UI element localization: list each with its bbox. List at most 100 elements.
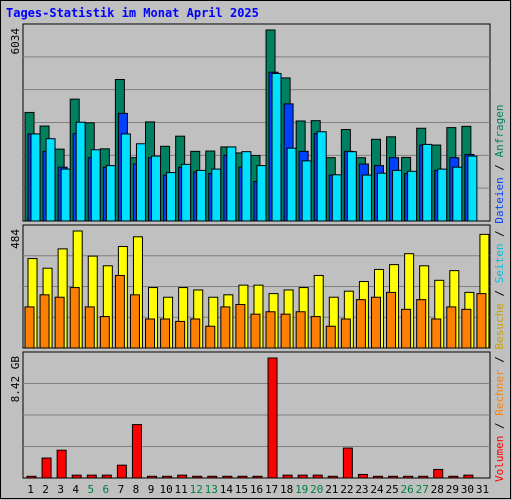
bar-seiten-day-3 — [60, 168, 71, 222]
bar-seiten-day-16 — [256, 165, 267, 222]
bar-seiten-day-6 — [105, 165, 116, 222]
bar-volumen-day-5 — [86, 474, 97, 479]
bar-rechner-day-26 — [401, 308, 412, 349]
bar-volumen-day-18 — [282, 474, 293, 479]
x-tick-label: 9 — [148, 483, 155, 496]
x-tick-label: 17 — [265, 483, 278, 496]
bar-volumen-day-15 — [237, 475, 248, 479]
bar-rechner-day-30 — [461, 308, 472, 349]
bar-volumen-day-25 — [388, 475, 399, 479]
legend-entry-besuche: Besuche — [493, 303, 506, 349]
bar-volumen-day-16 — [252, 475, 263, 479]
bar-seiten-day-28 — [437, 168, 448, 222]
panel-top: 6034 — [9, 23, 491, 222]
bar-seiten-day-10 — [166, 172, 177, 222]
bar-rechner-day-4 — [69, 287, 80, 349]
bar-volumen-day-3 — [56, 449, 67, 479]
bar-seiten-day-24 — [376, 172, 387, 222]
x-tick-label: 20 — [310, 483, 323, 496]
x-tick-label: 31 — [476, 483, 489, 496]
bar-seiten-day-9 — [151, 155, 162, 222]
x-tick-label: 30 — [461, 483, 474, 496]
x-axis-labels: 1 2 3 4 5 6 7 8 9 10 11 12 13 14 15 16 17 18 19 20 21 22 23 24 2… — [27, 483, 489, 496]
x-tick-label: 12 — [190, 483, 203, 496]
legend-separator: / — [493, 350, 506, 370]
bar-rechner-day-21 — [325, 325, 336, 349]
bar-seiten-day-23 — [361, 174, 372, 222]
legend-separator: / — [493, 416, 506, 436]
bar-rechner-day-18 — [280, 313, 291, 349]
panel-bottom: 8.42 GB — [9, 351, 491, 479]
bar-seiten-day-25 — [392, 169, 403, 222]
bar-volumen-day-30 — [463, 474, 474, 479]
bar-rechner-day-19 — [295, 311, 306, 349]
x-tick-label: 23 — [355, 483, 368, 496]
bar-seiten-day-7 — [120, 133, 131, 222]
bar-rechner-day-31 — [476, 293, 487, 349]
bar-volumen-day-2 — [41, 457, 52, 479]
bar-volumen-day-22 — [342, 447, 353, 479]
x-tick-label: 5 — [87, 483, 94, 496]
legend-entry-dateien: Dateien — [493, 177, 506, 223]
x-tick-label: 28 — [431, 483, 444, 496]
bar-seiten-day-29 — [452, 166, 463, 222]
bar-seiten-day-1 — [30, 133, 41, 222]
x-tick-label: 21 — [325, 483, 338, 496]
bar-volumen-day-21 — [327, 475, 338, 479]
bar-volumen-day-29 — [448, 475, 459, 479]
bar-volumen-day-4 — [71, 474, 82, 479]
bar-rechner-day-13 — [205, 325, 216, 349]
bar-volumen-day-28 — [433, 468, 444, 479]
bar-rechner-day-11 — [175, 320, 186, 349]
bar-volumen-day-6 — [101, 474, 112, 479]
x-tick-label: 3 — [57, 483, 64, 496]
x-tick-label: 25 — [385, 483, 398, 496]
panel-middle: 484 — [9, 224, 491, 349]
bar-rechner-day-25 — [386, 291, 397, 349]
right-legend: Volumen / Rechner / Besuche / Seiten / D… — [493, 104, 506, 482]
bar-seiten-day-22 — [346, 151, 357, 222]
x-tick-label: 11 — [175, 483, 188, 496]
bar-seiten-day-27 — [422, 143, 433, 222]
bar-seiten-day-18 — [286, 147, 297, 222]
bar-volumen-day-7 — [116, 464, 127, 479]
bar-rechner-day-20 — [310, 316, 321, 349]
bar-rechner-day-12 — [190, 318, 201, 349]
bar-seiten-day-5 — [90, 149, 101, 222]
bar-seiten-day-4 — [75, 121, 86, 222]
bar-volumen-day-10 — [162, 475, 173, 479]
x-tick-label: 2 — [42, 483, 49, 496]
bar-rechner-day-9 — [145, 318, 156, 349]
bar-rechner-day-2 — [39, 294, 50, 349]
bar-rechner-day-17 — [265, 311, 276, 349]
legend-separator: / — [493, 283, 506, 303]
x-tick-label: 13 — [205, 483, 218, 496]
x-tick-label: 16 — [250, 483, 263, 496]
x-tick-label: 10 — [159, 483, 172, 496]
bar-volumen-day-9 — [147, 475, 158, 479]
bar-volumen-day-13 — [207, 475, 218, 479]
bar-seiten-day-17 — [271, 72, 282, 222]
bar-rechner-day-15 — [235, 303, 246, 349]
bar-volumen-day-19 — [297, 474, 308, 479]
x-tick-label: 22 — [340, 483, 353, 496]
bar-rechner-day-7 — [114, 274, 125, 349]
legend-separator: / — [493, 157, 506, 177]
legend-separator: / — [493, 224, 506, 244]
bar-seiten-day-19 — [301, 160, 312, 222]
bar-volumen-day-27 — [418, 475, 429, 479]
bar-rechner-day-6 — [99, 316, 110, 349]
bar-seiten-day-11 — [181, 163, 192, 222]
x-tick-label: 14 — [220, 483, 234, 496]
bar-seiten-day-12 — [196, 169, 207, 222]
bar-rechner-day-16 — [250, 313, 261, 349]
bar-volumen-day-24 — [372, 475, 383, 479]
bar-rechner-day-22 — [340, 318, 351, 349]
bar-seiten-day-2 — [45, 138, 56, 222]
chart-title: Tages-Statistik im Monat April 2025 — [6, 6, 259, 20]
y-axis-max-label: 6034 — [9, 28, 22, 55]
x-tick-label: 27 — [416, 483, 429, 496]
bar-rechner-day-23 — [355, 299, 366, 349]
bar-seiten-day-30 — [467, 155, 478, 222]
